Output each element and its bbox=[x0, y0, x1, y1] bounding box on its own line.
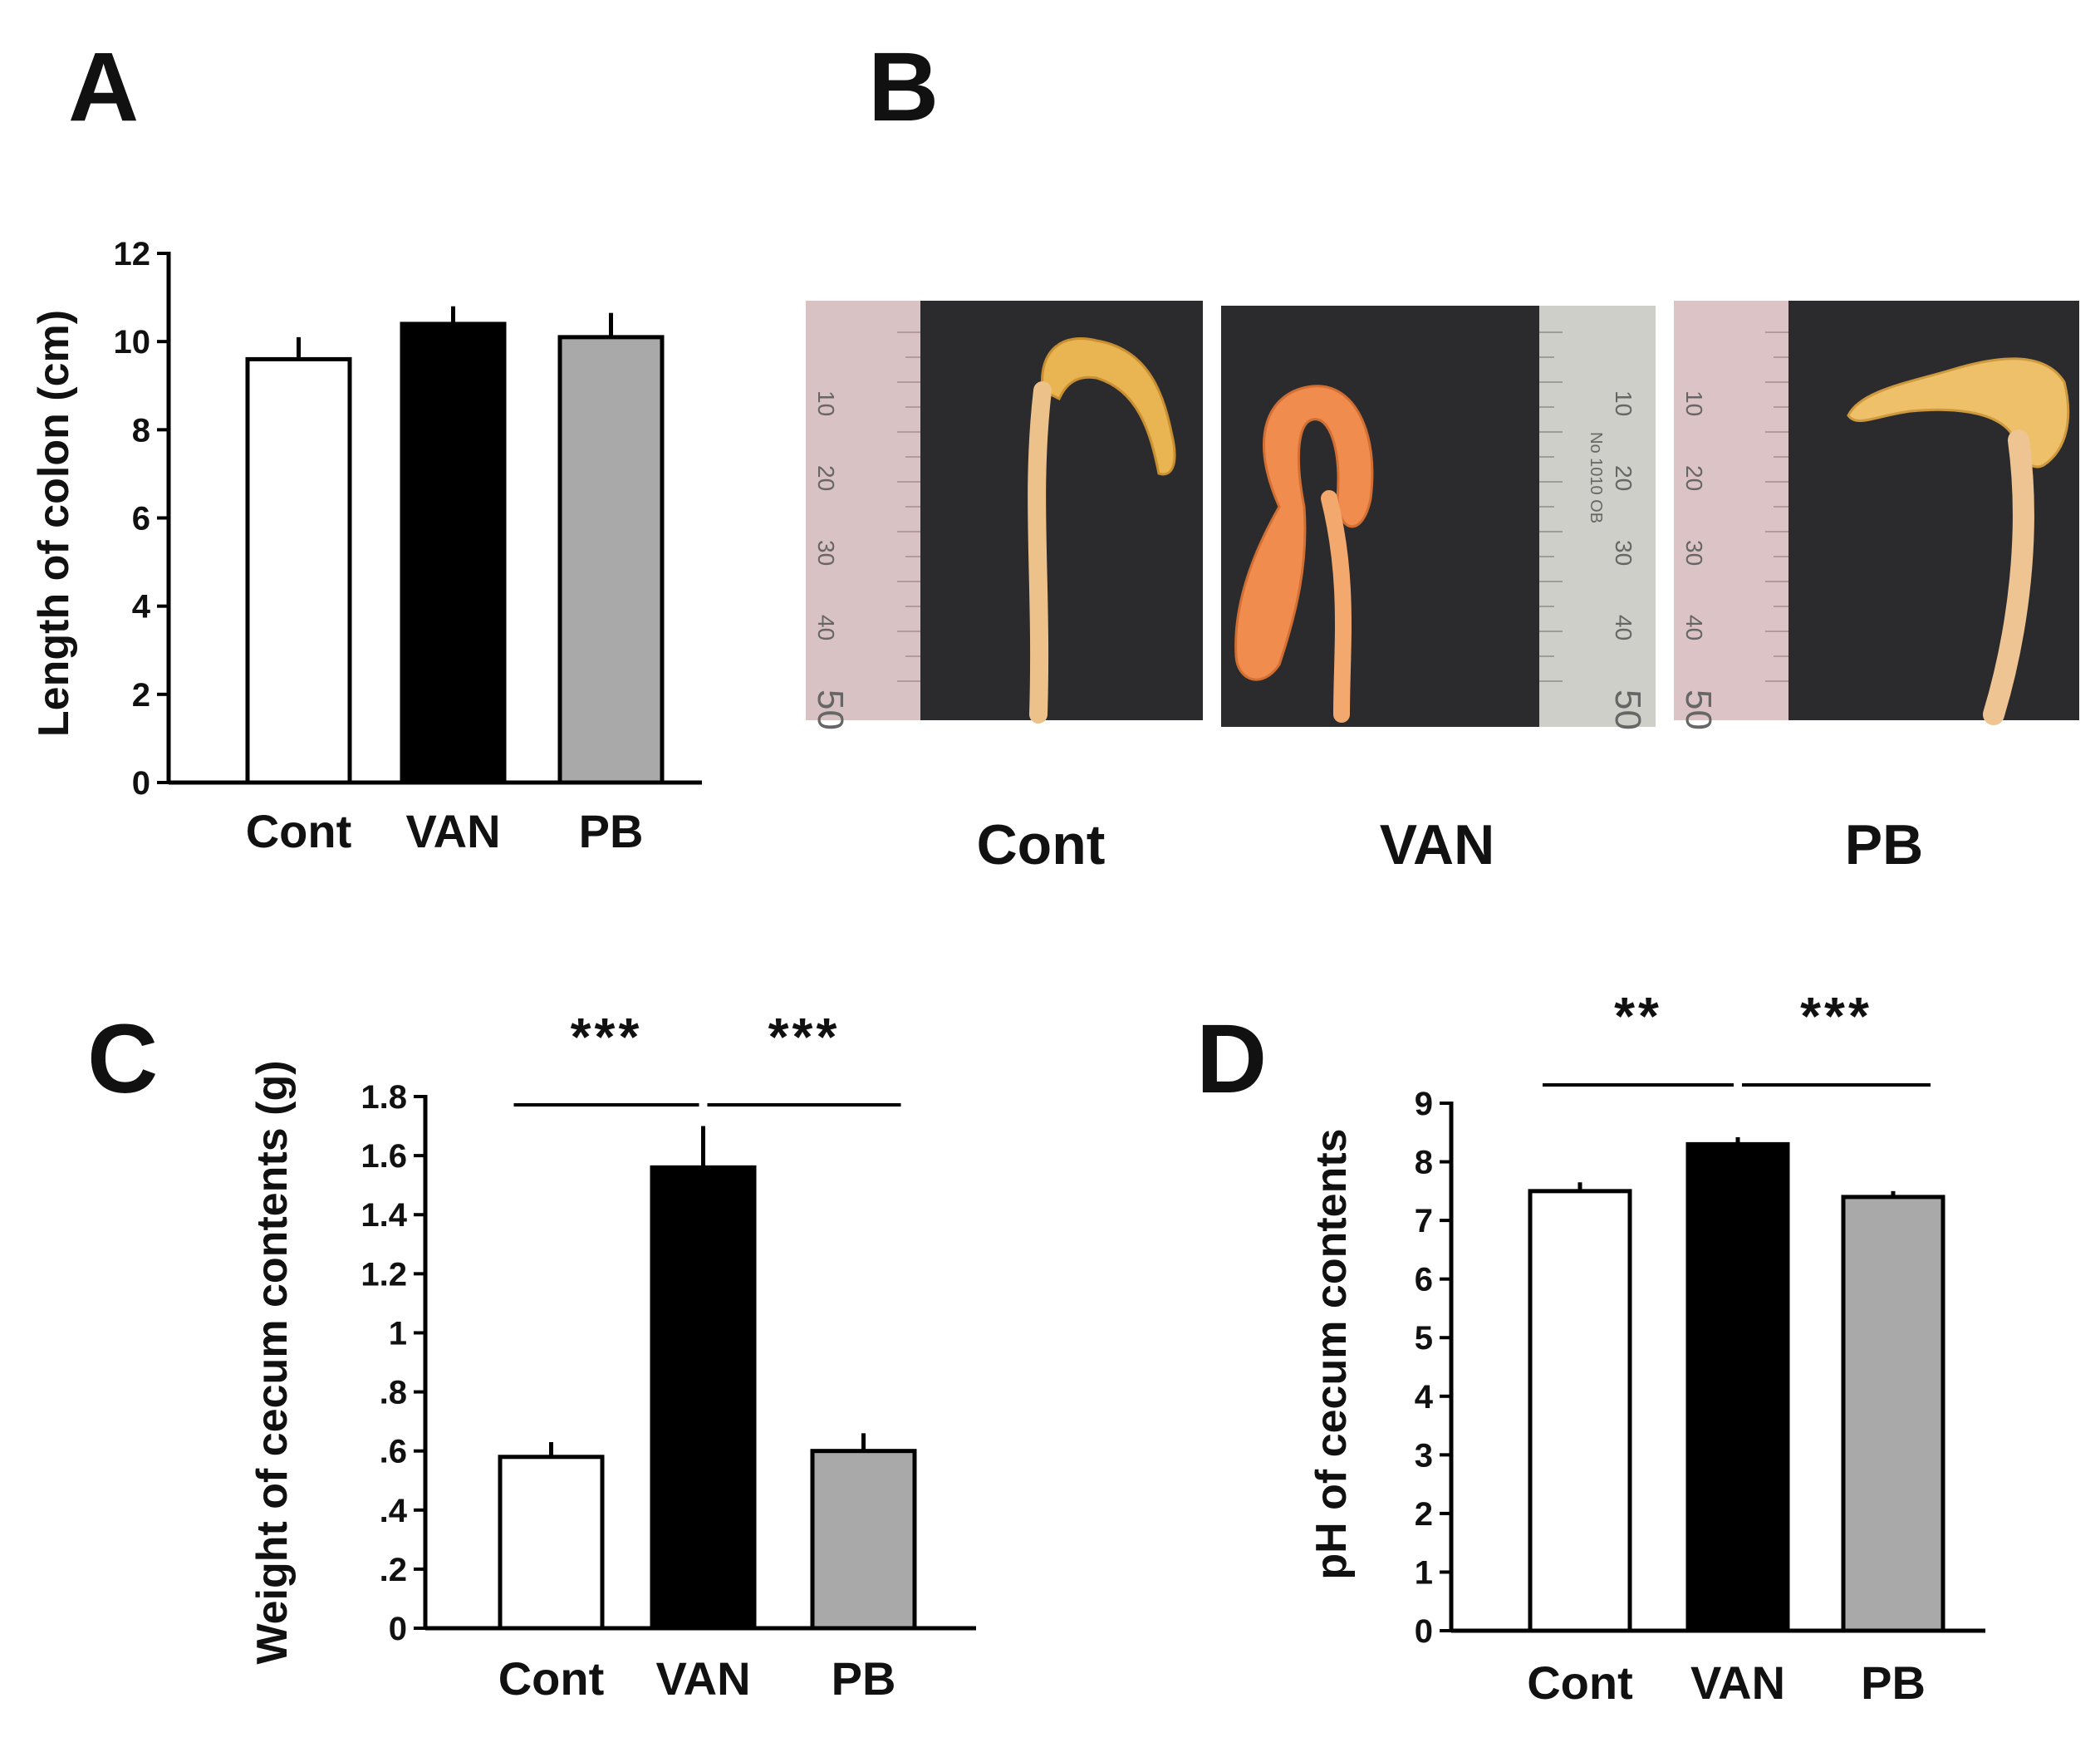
photo-pb-ruler-ticks bbox=[1765, 331, 1788, 682]
category-label-d-pb: PB bbox=[1861, 1656, 1926, 1709]
significance-stars-c-0: *** bbox=[571, 1007, 643, 1067]
svg-text:20: 20 bbox=[813, 465, 839, 491]
category-label-c-pb: PB bbox=[832, 1652, 896, 1705]
significance-stars-d-1: *** bbox=[1800, 986, 1872, 1046]
chart-d-cecum-ph: 0 1 2 3 4 5 6 7 8 9 pH of cecum contents Cont VAN PB *… bbox=[1308, 986, 1985, 1709]
y-tick-label-c: 1.4 bbox=[361, 1197, 407, 1234]
bar-c-cont bbox=[498, 1455, 605, 1631]
y-axis-label-a: Length of colon (cm) bbox=[30, 310, 78, 737]
category-label-a-cont: Cont bbox=[246, 805, 352, 857]
photo-van-ruler-ticks bbox=[1539, 331, 1563, 682]
panel-letter-b: B bbox=[868, 32, 939, 142]
category-label-d-van: VAN bbox=[1690, 1656, 1785, 1709]
y-tick-label-a: 12 bbox=[114, 236, 151, 272]
y-axis-label-c: Weight of cecum contents (g) bbox=[248, 1060, 297, 1664]
y-tick-label-d: 5 bbox=[1415, 1320, 1433, 1357]
svg-text:40: 40 bbox=[1681, 615, 1707, 640]
photo-van: 10 20 30 40 50 No 1010 OB bbox=[1221, 306, 1656, 730]
photo-cont: 10 20 30 40 50 bbox=[806, 301, 1203, 730]
svg-text:50: 50 bbox=[810, 689, 851, 730]
photo-cont-cecum bbox=[1040, 337, 1176, 476]
svg-text:20: 20 bbox=[1611, 465, 1636, 491]
y-tick-label-d: 7 bbox=[1415, 1203, 1433, 1239]
bar-a-cont bbox=[245, 356, 352, 785]
y-tick-label-a: 0 bbox=[132, 765, 150, 802]
category-label-c-van: VAN bbox=[655, 1652, 750, 1705]
svg-text:50: 50 bbox=[1678, 689, 1719, 730]
photo-pb-ruler bbox=[1674, 301, 1788, 720]
photo-van-ruler-numbers: 10 20 30 40 50 No 1010 OB bbox=[1587, 390, 1648, 730]
y-tick-label-a: 10 bbox=[114, 324, 151, 361]
svg-text:10: 10 bbox=[813, 390, 839, 416]
y-tick-label-c: 0 bbox=[389, 1611, 407, 1647]
svg-text:40: 40 bbox=[1611, 615, 1636, 640]
y-tick-label-c: 1.6 bbox=[361, 1138, 407, 1175]
svg-text:10: 10 bbox=[1681, 390, 1707, 416]
bar-d-van bbox=[1685, 1141, 1790, 1633]
y-tick-label-d: 3 bbox=[1415, 1437, 1433, 1474]
photo-cont-colon bbox=[1028, 381, 1052, 724]
y-tick-label-c: 1.2 bbox=[361, 1256, 407, 1293]
y-tick-label-d: 2 bbox=[1415, 1496, 1433, 1533]
y-tick-label-a: 2 bbox=[132, 677, 150, 714]
photo-pb: 10 20 30 40 50 bbox=[1674, 301, 2079, 730]
y-tick-label-c: .8 bbox=[380, 1375, 407, 1411]
bar-d-cont bbox=[1528, 1189, 1632, 1633]
bar-a-pb bbox=[557, 335, 665, 785]
photo-cont-ruler bbox=[806, 301, 920, 720]
significance-stars-d-0: ** bbox=[1614, 986, 1662, 1046]
panel-letter-a: A bbox=[68, 32, 139, 142]
photo-pb-colon bbox=[1983, 429, 2034, 725]
photo-van-ruler bbox=[1539, 306, 1656, 727]
photo-cont-ruler-ticks bbox=[897, 331, 920, 682]
bar-c-pb bbox=[810, 1449, 917, 1631]
photo-pb-cecum bbox=[1847, 357, 2070, 469]
y-tick-label-d: 6 bbox=[1415, 1262, 1433, 1298]
category-label-c-cont: Cont bbox=[498, 1652, 605, 1705]
photo-pb-ruler-numbers: 10 20 30 40 50 bbox=[1678, 390, 1719, 730]
svg-text:20: 20 bbox=[1681, 465, 1707, 491]
bar-a-van bbox=[400, 321, 507, 785]
svg-text:30: 30 bbox=[813, 540, 839, 566]
photo-cont-ruler-numbers: 10 20 30 40 50 bbox=[810, 390, 851, 730]
chart-a-colon-length: 0 2 4 6 8 10 12 Length of colon (cm) Cont VAN PB bbox=[30, 236, 702, 857]
photo-van-ruler-text: No 1010 OB bbox=[1587, 432, 1605, 523]
photo-van-colon bbox=[1321, 490, 1352, 723]
y-tick-label-d: 4 bbox=[1415, 1379, 1434, 1416]
svg-text:10: 10 bbox=[1611, 390, 1636, 416]
y-tick-label-d: 1 bbox=[1415, 1554, 1433, 1591]
y-tick-label-c: .4 bbox=[380, 1493, 408, 1529]
category-label-d-cont: Cont bbox=[1527, 1656, 1633, 1709]
photo-label-pb: PB bbox=[1845, 813, 1923, 876]
svg-text:40: 40 bbox=[813, 615, 839, 640]
svg-text:30: 30 bbox=[1681, 540, 1707, 566]
y-tick-label-a: 8 bbox=[132, 412, 150, 449]
significance-stars-c-1: *** bbox=[768, 1007, 841, 1067]
bar-c-van bbox=[650, 1165, 757, 1631]
photo-label-cont: Cont bbox=[977, 813, 1106, 876]
y-tick-label-c: 1 bbox=[389, 1315, 407, 1352]
bar-d-pb bbox=[1841, 1195, 1945, 1633]
y-tick-label-a: 6 bbox=[132, 501, 150, 537]
category-label-a-van: VAN bbox=[405, 805, 500, 857]
y-tick-label-d: 0 bbox=[1415, 1613, 1433, 1650]
category-label-a-pb: PB bbox=[579, 805, 644, 857]
svg-text:30: 30 bbox=[1611, 540, 1636, 566]
panel-letter-c: C bbox=[87, 1004, 158, 1114]
panel-letter-d: D bbox=[1196, 1004, 1267, 1114]
y-tick-label-c: 1.8 bbox=[361, 1079, 407, 1116]
svg-text:50: 50 bbox=[1607, 689, 1648, 730]
chart-c-cecum-weight: 0 .2 .4 .6 .8 1 1.2 1.4 1.6 1.8 Weight of cecum co… bbox=[248, 1007, 976, 1705]
y-tick-label-d: 8 bbox=[1415, 1145, 1433, 1181]
photo-van-cecum bbox=[1234, 385, 1374, 681]
y-tick-label-a: 4 bbox=[132, 589, 151, 626]
y-tick-label-d: 9 bbox=[1415, 1086, 1433, 1122]
y-tick-label-c: .6 bbox=[380, 1434, 407, 1470]
y-axis-label-d: pH of cecum contents bbox=[1308, 1128, 1356, 1579]
photo-label-van: VAN bbox=[1380, 813, 1495, 876]
y-tick-label-c: .2 bbox=[380, 1552, 407, 1588]
